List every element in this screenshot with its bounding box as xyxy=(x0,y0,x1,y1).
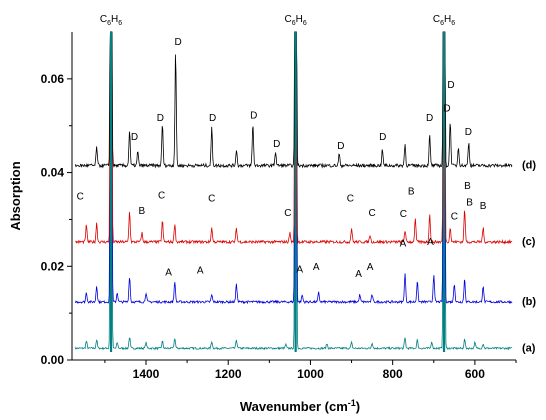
peak-label: D xyxy=(379,132,386,143)
peak-label: A xyxy=(296,264,303,275)
peak-label: C xyxy=(400,209,407,220)
peak-label: A xyxy=(427,237,434,248)
peak-label: C xyxy=(347,194,354,205)
series-line xyxy=(74,31,513,351)
strong-band-label: C6H6 xyxy=(285,14,307,27)
peak-label: D xyxy=(209,113,216,124)
x-tick-label: 800 xyxy=(383,367,403,381)
peak-label: D xyxy=(447,80,454,91)
y-tick-label: 0.02 xyxy=(41,259,65,273)
spectra-series xyxy=(74,31,513,351)
y-tick-label: 0.06 xyxy=(41,72,65,86)
peak-label: A xyxy=(313,262,320,273)
x-tick-label: 1000 xyxy=(297,367,324,381)
peak-label: A xyxy=(165,268,172,279)
peak-label: C xyxy=(451,211,458,222)
strong-band-label: C6H6 xyxy=(100,14,122,27)
y-tick-label: 0.04 xyxy=(41,166,65,180)
y-axis-title: Absorption xyxy=(8,161,23,230)
peak-label: C xyxy=(368,208,375,219)
peak-label: D xyxy=(174,37,181,48)
peak-label: C xyxy=(77,191,84,202)
series-line xyxy=(74,31,513,169)
peak-label: A xyxy=(367,262,374,273)
y-ticks: 0.00 0.02 0.04 0.06 xyxy=(41,72,72,367)
peak-label: D xyxy=(250,111,257,122)
peak-label: D xyxy=(443,104,450,115)
x-axis-title-sup: -1 xyxy=(348,398,356,408)
peak-label: B xyxy=(464,181,471,192)
x-axis-title-close: ) xyxy=(356,399,360,414)
trace-label: (a) xyxy=(522,342,536,354)
peak-label: A xyxy=(355,269,362,280)
trace-label: (c) xyxy=(522,236,536,248)
x-tick-label: 600 xyxy=(465,367,485,381)
series-line xyxy=(75,31,513,245)
peak-label: D xyxy=(426,113,433,124)
peak-label: D xyxy=(465,127,472,138)
peak-label: B xyxy=(139,206,146,217)
peak-label: A xyxy=(400,239,407,250)
trace-label: (b) xyxy=(522,296,536,308)
peak-label: D xyxy=(157,113,164,124)
x-ticks: 1400 1200 1000 800 600 xyxy=(104,360,517,381)
peak-label: B xyxy=(480,201,487,212)
peak-label: D xyxy=(131,132,138,143)
trace-label: (d) xyxy=(522,160,536,172)
x-axis-title-main: Wavenumber (cm xyxy=(240,399,348,414)
peak-label: B xyxy=(466,197,473,208)
peak-label: A xyxy=(197,265,204,276)
series-line xyxy=(74,31,513,305)
peak-label: B xyxy=(408,187,415,198)
peak-label: D xyxy=(337,141,344,152)
peak-label: C xyxy=(208,194,215,205)
x-tick-label: 1200 xyxy=(215,367,242,381)
peak-label: C xyxy=(284,208,291,219)
peak-label: D xyxy=(273,139,280,150)
strong-band-label: C6H6 xyxy=(433,14,455,27)
peak-label: C xyxy=(158,190,165,201)
trace-labels: (a) (b) (c) (d) xyxy=(522,160,536,355)
y-tick-label: 0.00 xyxy=(41,353,65,367)
x-axis-title: Wavenumber (cm-1) xyxy=(240,398,360,414)
x-tick-label: 1400 xyxy=(133,367,160,381)
strong-bands: C6H6 C6H6 C6H6 xyxy=(100,14,455,352)
